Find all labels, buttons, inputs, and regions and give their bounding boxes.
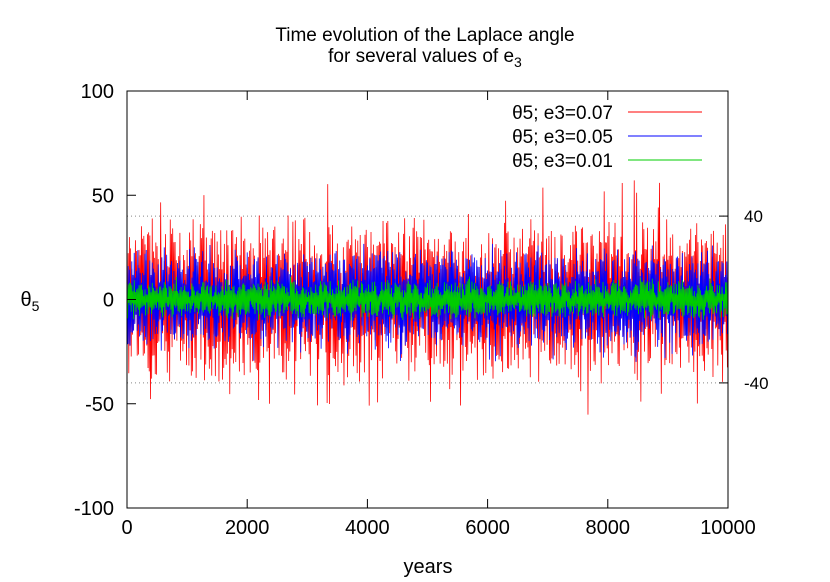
series-layer [126, 180, 729, 415]
chart-title-line-2: for several values of e3 [328, 46, 522, 70]
x-tick-label-1: 2000 [225, 517, 270, 539]
y2-tick-label-1: -40 [744, 374, 769, 393]
y-axis-label-main: θ [21, 289, 32, 311]
y-tick-label-3: 50 [92, 185, 114, 207]
x-tick-label-0: 0 [121, 517, 132, 539]
title-line-2-sub: 3 [514, 54, 522, 70]
y-tick-label-1: -50 [85, 394, 114, 416]
grid-layer [127, 215, 728, 384]
y-tick-label-4: 100 [81, 81, 114, 103]
title-line-1-text: Time evolution of the Laplace angle [275, 25, 574, 46]
legend-label-2: θ5; e3=0.01 [512, 151, 613, 172]
x-tick-label-4: 8000 [586, 517, 631, 539]
ticks-layer: 0 2000 4000 6000 8000 10000 -100 -50 0 50 100 40 -40 [74, 81, 769, 539]
y-tick-label-2: 0 [103, 290, 114, 312]
y2-tick-label-0: 40 [744, 207, 763, 226]
y-axis-label: θ5 [21, 289, 40, 314]
chart-title-line-1: Time evolution of the Laplace angle [275, 25, 574, 46]
series-line-2 [126, 276, 729, 321]
x-tick-label-2: 4000 [345, 517, 390, 539]
y-axis-label-sub: 5 [32, 298, 40, 314]
legend-label-0: θ5; e3=0.07 [512, 103, 613, 124]
x-axis-label: years [404, 556, 453, 578]
legend: θ5; e3=0.07 θ5; e3=0.05 θ5; e3=0.01 [512, 103, 702, 172]
x-tick-label-3: 6000 [465, 517, 510, 539]
y-tick-label-0: -100 [74, 498, 114, 520]
title-line-2-main: for several values of e [328, 46, 514, 67]
legend-label-1: θ5; e3=0.05 [512, 127, 613, 148]
x-tick-label-5: 10000 [700, 517, 756, 539]
